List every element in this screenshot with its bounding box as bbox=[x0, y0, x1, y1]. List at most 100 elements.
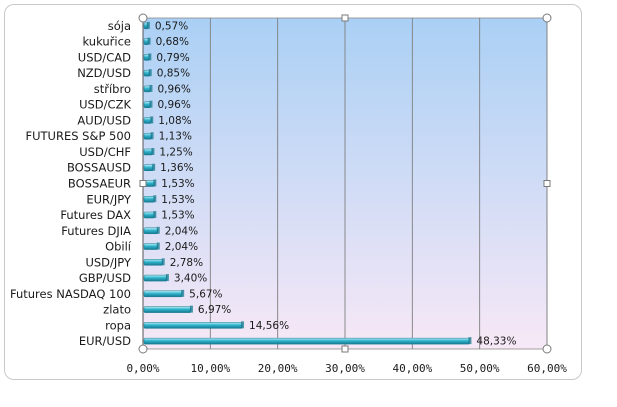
bar-group[interactable] bbox=[143, 84, 153, 93]
x-tick-label: 0,00% bbox=[126, 362, 159, 375]
bar-cap bbox=[146, 21, 150, 29]
bar-group[interactable] bbox=[143, 195, 157, 203]
bar-group[interactable] bbox=[143, 53, 152, 61]
data-label: 1,36% bbox=[160, 162, 193, 174]
bar-group[interactable] bbox=[143, 337, 472, 345]
resize-handle-edge[interactable] bbox=[341, 14, 349, 22]
bar-cap bbox=[468, 337, 472, 345]
data-label: 2,78% bbox=[170, 257, 203, 269]
x-tick-label: 30,00% bbox=[325, 362, 365, 375]
bar[interactable] bbox=[143, 290, 183, 298]
category-label: EUR/USD bbox=[79, 334, 131, 348]
category-label: sója bbox=[108, 19, 131, 33]
category-label: BOSSAEUR bbox=[68, 177, 131, 191]
bar-cap bbox=[148, 69, 152, 77]
bar-cap bbox=[153, 195, 157, 203]
resize-handle-corner[interactable] bbox=[138, 344, 148, 354]
x-tick-label: 60,00% bbox=[527, 362, 567, 375]
bar-cap bbox=[152, 163, 156, 171]
bar-cap bbox=[150, 116, 154, 124]
category-label: EUR/JPY bbox=[86, 192, 132, 206]
bar-group[interactable] bbox=[143, 211, 157, 219]
bar-group[interactable] bbox=[143, 69, 152, 77]
bar-cap bbox=[165, 274, 169, 282]
bar-cap bbox=[148, 53, 152, 61]
bar-group[interactable] bbox=[143, 100, 153, 108]
category-label: FUTURES S&P 500 bbox=[26, 129, 132, 143]
data-label: 0,96% bbox=[157, 99, 190, 111]
category-label: zlato bbox=[103, 303, 131, 317]
bar-cap bbox=[149, 84, 153, 92]
resize-handle-edge[interactable] bbox=[139, 180, 147, 187]
bar[interactable] bbox=[143, 132, 152, 140]
data-label: 1,53% bbox=[161, 194, 194, 206]
x-tick-label: 40,00% bbox=[392, 362, 432, 375]
bar-group[interactable] bbox=[143, 305, 193, 313]
bar[interactable] bbox=[143, 243, 158, 250]
bar-group[interactable] bbox=[143, 258, 165, 266]
bar[interactable] bbox=[143, 322, 243, 329]
data-label: 2,04% bbox=[165, 241, 198, 253]
resize-handle-edge[interactable] bbox=[543, 180, 551, 187]
bar[interactable] bbox=[143, 196, 155, 203]
data-label: 3,40% bbox=[174, 273, 207, 285]
bar-group[interactable] bbox=[143, 274, 169, 282]
category-label: NZD/USD bbox=[77, 66, 131, 80]
bar-group[interactable] bbox=[143, 289, 185, 298]
bar-cap bbox=[149, 100, 153, 108]
bar-cap bbox=[161, 258, 165, 266]
category-label: Futures DJIA bbox=[61, 224, 131, 238]
category-label: Futures DAX bbox=[60, 208, 131, 222]
bar-cap bbox=[156, 242, 160, 250]
data-label: 1,13% bbox=[159, 131, 192, 143]
data-label: 0,57% bbox=[155, 20, 188, 32]
bar[interactable] bbox=[143, 148, 153, 156]
bar-group[interactable] bbox=[143, 37, 151, 45]
bar-cap bbox=[150, 132, 154, 140]
bar-group[interactable] bbox=[143, 242, 160, 250]
category-label: kukuřice bbox=[82, 35, 131, 49]
category-label: BOSSAUSD bbox=[67, 161, 131, 175]
data-label: 1,53% bbox=[161, 210, 194, 222]
bar[interactable] bbox=[143, 117, 152, 124]
category-label: Obilí bbox=[105, 240, 132, 254]
resize-handle-edge[interactable] bbox=[341, 345, 349, 353]
x-tick-label: 10,00% bbox=[190, 362, 230, 375]
bar[interactable] bbox=[143, 274, 168, 282]
category-label: USD/CZK bbox=[79, 98, 131, 112]
bar[interactable] bbox=[143, 259, 163, 266]
bar[interactable] bbox=[143, 211, 155, 219]
bar-cap bbox=[241, 321, 245, 329]
category-label: Futures NASDAQ 100 bbox=[10, 287, 131, 301]
category-label: USD/JPY bbox=[85, 255, 132, 269]
bar-cap bbox=[147, 37, 151, 45]
bar-group[interactable] bbox=[143, 21, 150, 30]
bar-group[interactable] bbox=[143, 147, 155, 156]
bar-group[interactable] bbox=[143, 321, 245, 329]
bar-group[interactable] bbox=[143, 116, 154, 124]
bar-cap bbox=[181, 289, 185, 297]
category-label: USD/CAD bbox=[78, 50, 131, 64]
bar-group[interactable] bbox=[143, 132, 154, 140]
data-label: 2,04% bbox=[165, 225, 198, 237]
category-label: stříbro bbox=[94, 82, 131, 96]
data-label: 5,67% bbox=[189, 288, 222, 300]
bar-cap bbox=[189, 305, 193, 313]
data-label: 14,56% bbox=[249, 320, 289, 332]
bar[interactable] bbox=[143, 306, 192, 313]
resize-handle-corner[interactable] bbox=[542, 13, 552, 23]
data-label: 0,85% bbox=[157, 68, 190, 80]
category-label: GBP/USD bbox=[79, 271, 131, 285]
bar-group[interactable] bbox=[143, 163, 156, 171]
bar[interactable] bbox=[143, 164, 154, 171]
resize-handle-corner[interactable] bbox=[138, 13, 148, 23]
bar[interactable] bbox=[143, 227, 158, 235]
resize-handle-corner[interactable] bbox=[542, 344, 552, 354]
bar[interactable] bbox=[143, 337, 470, 345]
bar-cap bbox=[153, 179, 157, 187]
bar-cap bbox=[153, 211, 157, 219]
bar-group[interactable] bbox=[143, 226, 160, 235]
x-tick-label: 50,00% bbox=[460, 362, 500, 375]
